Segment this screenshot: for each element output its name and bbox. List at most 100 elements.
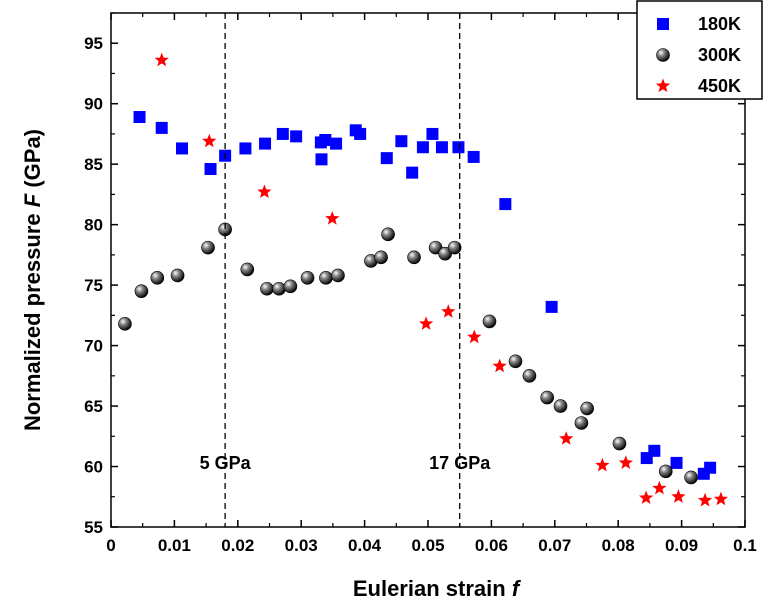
point-300K-2 (150, 271, 165, 285)
x-tick-label-6: 0.06 (475, 536, 508, 555)
point-300K-10 (300, 271, 315, 285)
point-180K-2 (176, 142, 189, 155)
x-axis-title-text: Eulerian strain (353, 576, 506, 601)
point-180K-10 (319, 133, 332, 146)
point-300K-24 (553, 399, 568, 413)
point-300K-28 (658, 464, 673, 479)
point-180K-24 (545, 300, 558, 313)
point-180K-8 (290, 130, 303, 143)
point-180K-6 (259, 137, 272, 150)
y-tick-label-2: 65 (84, 397, 103, 416)
point-450K-15 (713, 491, 729, 506)
point-450K-9 (595, 457, 610, 472)
y-tick-label-4: 75 (84, 276, 103, 295)
point-450K-13 (671, 489, 686, 503)
legend-marker-450K (655, 78, 671, 93)
point-300K-16 (407, 250, 421, 265)
point-180K-14 (354, 127, 367, 140)
point-180K-18 (416, 141, 429, 154)
y-tick-label-0: 55 (84, 518, 103, 537)
point-450K-5 (441, 304, 456, 318)
series-180K (133, 111, 717, 480)
point-180K-5 (239, 142, 252, 155)
point-450K-1 (202, 133, 217, 148)
data-marks (118, 52, 729, 507)
point-300K-7 (260, 281, 274, 296)
legend-box (636, 0, 763, 100)
x-tick-label-7: 0.07 (538, 536, 571, 555)
point-180K-21 (452, 141, 465, 154)
y-tick-label-8: 95 (84, 34, 103, 53)
point-300K-27 (612, 436, 627, 451)
point-180K-17 (406, 166, 419, 179)
series-300K (118, 222, 698, 485)
legend-marker-180K (657, 18, 669, 30)
point-450K-12 (652, 480, 667, 495)
point-300K-15 (381, 227, 395, 242)
legend: 180K 300K 450K (636, 0, 763, 100)
point-300K-21 (508, 354, 523, 369)
point-300K-29 (684, 470, 698, 485)
point-180K-3 (204, 163, 217, 176)
point-180K-16 (395, 135, 408, 148)
point-450K-6 (467, 329, 482, 344)
point-300K-11 (319, 271, 333, 285)
x-tick-label-0: 0 (106, 536, 115, 555)
point-450K-10 (618, 455, 633, 469)
y-axis-unit: (GPa) (20, 129, 45, 188)
point-300K-14 (374, 250, 388, 265)
x-tick-label-9: 0.09 (665, 536, 698, 555)
legend-label-300K: 300K (698, 45, 741, 65)
point-180K-7 (276, 127, 289, 140)
x-axis-symbol: f (512, 576, 522, 601)
point-450K-7 (492, 358, 507, 373)
x-tick-label-3: 0.03 (285, 536, 318, 555)
point-300K-8 (272, 281, 286, 296)
point-180K-26 (648, 444, 661, 457)
point-450K-0 (154, 52, 169, 67)
point-180K-29 (704, 461, 717, 474)
point-300K-20 (482, 314, 497, 329)
point-300K-25 (574, 416, 589, 430)
point-450K-14 (697, 492, 713, 507)
x-tick-label-2: 0.02 (221, 536, 254, 555)
point-300K-19 (447, 240, 462, 255)
point-450K-2 (257, 184, 272, 199)
point-300K-6 (240, 262, 255, 277)
point-180K-0 (133, 111, 146, 124)
x-tick-label-4: 0.04 (348, 536, 382, 555)
point-180K-15 (380, 152, 393, 165)
legend-label-180K: 180K (698, 14, 741, 34)
point-300K-1 (134, 284, 149, 298)
point-180K-22 (467, 150, 480, 163)
point-180K-27 (670, 456, 683, 469)
point-180K-20 (435, 141, 448, 154)
point-300K-3 (170, 268, 185, 283)
point-450K-8 (559, 431, 574, 445)
point-300K-12 (331, 268, 345, 283)
legend-marker-300K (656, 48, 670, 62)
y-axis-title: Normalized pressure F (GPa) (20, 129, 45, 431)
y-tick-label-1: 60 (84, 458, 103, 477)
point-450K-4 (418, 316, 434, 330)
point-450K-11 (638, 490, 654, 505)
y-axis-title-text: Normalized pressure (20, 213, 45, 431)
point-300K-22 (522, 369, 537, 383)
point-300K-0 (118, 317, 132, 331)
x-tick-label-5: 0.05 (411, 536, 444, 555)
point-300K-4 (201, 240, 215, 255)
point-180K-19 (426, 127, 439, 140)
point-450K-3 (325, 211, 340, 225)
point-180K-1 (155, 121, 168, 134)
reference-lines: 5 GPa 17 GPa (200, 13, 491, 527)
series-450K (154, 52, 729, 507)
y-tick-label-3: 70 (84, 337, 103, 356)
y-axis-symbol: F (20, 193, 45, 207)
point-180K-11 (315, 153, 328, 166)
y-tick-label-7: 90 (84, 95, 103, 114)
x-tick-label-8: 0.08 (602, 536, 635, 555)
x-axis-title: Eulerian strain f (353, 576, 522, 601)
x-tick-label-1: 0.01 (158, 536, 191, 555)
x-tick-label-10: 0.1 (733, 536, 757, 555)
